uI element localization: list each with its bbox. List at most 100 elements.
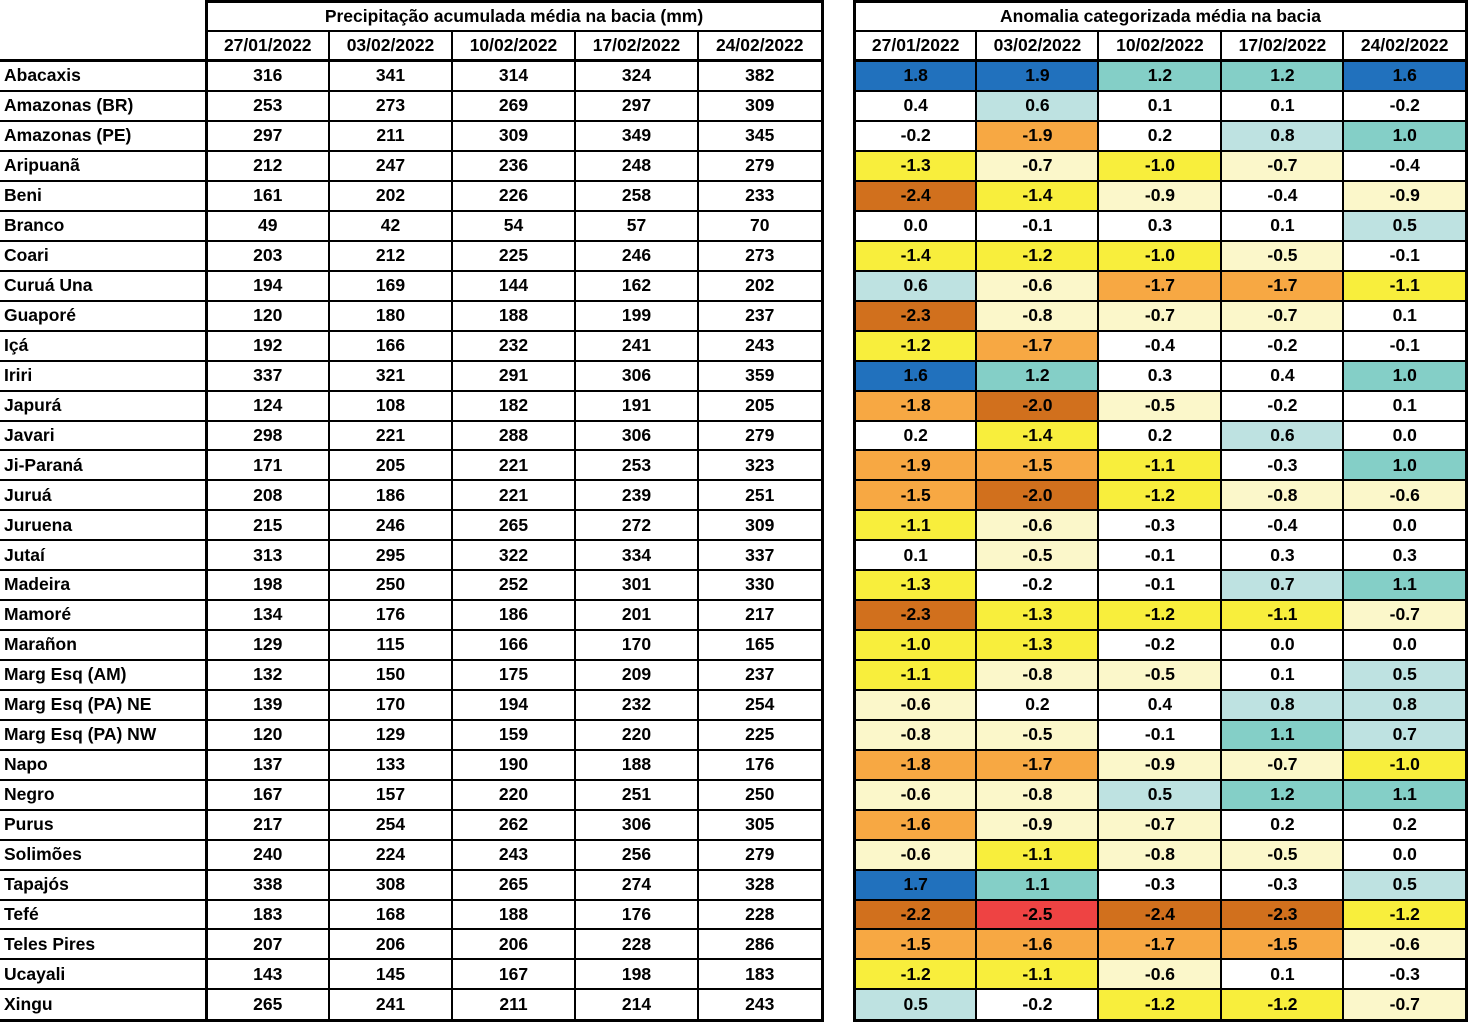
anomaly-row-curu-una: 0.6 -0.6 -1.7 -1.7 -1.1 — [852, 269, 1468, 302]
precip-value: 297 — [204, 120, 330, 153]
anomaly-value: -0.7 — [1220, 150, 1345, 183]
precip-value: 322 — [451, 539, 576, 572]
precip-value: 246 — [328, 509, 453, 542]
basin-label: Ucayali — [0, 958, 207, 991]
precip-value: 273 — [696, 239, 824, 272]
precip-value: 166 — [451, 629, 576, 662]
precip-value: 54 — [451, 209, 576, 242]
anomaly-value: -1.4 — [852, 239, 978, 272]
anomaly-value: 0.1 — [1220, 90, 1345, 123]
anomaly-value: 0.7 — [1342, 718, 1468, 751]
anomaly-value: -1.6 — [975, 928, 1100, 961]
basin-label: Curuá Una — [0, 269, 207, 302]
precipitation-table-title: Precipitação acumulada média na bacia (m… — [204, 0, 824, 32]
basin-label: Mamoré — [0, 599, 207, 632]
precip-value: 273 — [328, 90, 453, 123]
anomaly-value: -0.2 — [975, 569, 1100, 602]
precip-value: 265 — [451, 868, 576, 901]
anomaly-value: -1.6 — [852, 808, 978, 841]
precip-value: 328 — [696, 868, 824, 901]
anomaly-row-amazonas-pe-: -0.2 -1.9 0.2 0.8 1.0 — [852, 120, 1468, 153]
precip-value: 212 — [328, 239, 453, 272]
precip-value: 49 — [204, 209, 330, 242]
basin-label: Juruena — [0, 509, 207, 542]
anomaly-value: 0.5 — [1342, 868, 1468, 901]
precip-value: 124 — [204, 389, 330, 422]
precip-value: 240 — [204, 838, 330, 871]
anomaly-value: -0.9 — [975, 808, 1100, 841]
basin-label: Tefé — [0, 898, 207, 931]
precip-value: 279 — [696, 419, 824, 452]
precip-value: 262 — [451, 808, 576, 841]
anomaly-value: 1.2 — [1097, 59, 1223, 93]
anomaly-row-abacaxis: 1.8 1.9 1.2 1.2 1.6 — [852, 59, 1468, 93]
precip-value: 108 — [328, 389, 453, 422]
precip-value: 176 — [574, 898, 699, 931]
anomaly-value: 0.3 — [1220, 539, 1345, 572]
anomaly-value: 0.5 — [1342, 209, 1468, 242]
precip-value: 254 — [696, 688, 824, 721]
precip-value: 132 — [204, 659, 330, 691]
anomaly-row-tapaj-s: 1.7 1.1 -0.3 -0.3 0.5 — [852, 868, 1468, 901]
precip-row-aripuan-: Aripuanã 212 247 236 248 279 — [0, 150, 824, 183]
anomaly-value: -0.6 — [975, 269, 1100, 302]
precip-value: 190 — [451, 748, 576, 781]
anomaly-value: 1.0 — [1342, 449, 1468, 482]
precip-value: 236 — [451, 150, 576, 183]
anomaly-value: -0.4 — [1220, 509, 1345, 542]
basin-label: Iriri — [0, 359, 207, 392]
anomaly-row-coari: -1.4 -1.2 -1.0 -0.5 -0.1 — [852, 239, 1468, 272]
precip-value: 251 — [696, 479, 824, 512]
precip-value: 176 — [328, 599, 453, 632]
anomaly-value: 0.0 — [1342, 509, 1468, 542]
anomaly-value: 1.2 — [975, 359, 1100, 392]
anomaly-value: -0.2 — [1342, 90, 1468, 123]
precip-row-negro: Negro 167 157 220 251 250 — [0, 778, 824, 811]
anomaly-table: Anomalia categorizada média na bacia 27/… — [852, 0, 1468, 1022]
anomaly-value: 0.5 — [1342, 659, 1468, 691]
precip-value: 323 — [696, 449, 824, 482]
precip-value: 171 — [204, 449, 330, 482]
precip-value: 129 — [328, 718, 453, 751]
precip-value: 208 — [204, 479, 330, 512]
precip-value: 241 — [328, 988, 453, 1022]
anomaly-row-japur-: -1.8 -2.0 -0.5 -0.2 0.1 — [852, 389, 1468, 422]
precip-row-solim-es: Solimões 240 224 243 256 279 — [0, 838, 824, 871]
precip-value: 211 — [451, 988, 576, 1022]
anomaly-value: -0.5 — [975, 718, 1100, 751]
precip-value: 207 — [204, 928, 330, 961]
anomaly-value: 0.2 — [975, 688, 1100, 721]
anomaly-table-title: Anomalia categorizada média na bacia — [852, 0, 1468, 32]
precip-value: 170 — [574, 629, 699, 662]
anomaly-value: -1.4 — [975, 419, 1100, 452]
anomaly-value: -0.9 — [1342, 180, 1468, 212]
precip-value: 225 — [696, 718, 824, 751]
anomaly-value: -2.4 — [852, 180, 978, 212]
precip-row-marg-esq-pa-nw: Marg Esq (PA) NW 120 129 159 220 225 — [0, 718, 824, 751]
precip-value: 241 — [574, 329, 699, 362]
anomaly-row-juru-: -1.5 -2.0 -1.2 -0.8 -0.6 — [852, 479, 1468, 512]
precip-value: 188 — [574, 748, 699, 781]
basin-label: Marg Esq (PA) NW — [0, 718, 207, 751]
anomaly-value: 0.4 — [1220, 359, 1345, 392]
anomaly-value: -0.5 — [975, 539, 1100, 572]
anomaly-value: -0.5 — [1097, 659, 1223, 691]
precip-value: 186 — [328, 479, 453, 512]
precip-value: 206 — [328, 928, 453, 961]
anomaly-value: 1.9 — [975, 59, 1100, 93]
anomaly-value: -1.1 — [975, 838, 1100, 871]
anomaly-value: -0.7 — [1220, 748, 1345, 781]
precip-row-coari: Coari 203 212 225 246 273 — [0, 239, 824, 272]
precip-value: 183 — [204, 898, 330, 931]
anomaly-value: -2.4 — [1097, 898, 1223, 931]
basin-label: Juruá — [0, 479, 207, 512]
anomaly-value: -0.1 — [1097, 539, 1223, 572]
anomaly-row-ucayali: -1.2 -1.1 -0.6 0.1 -0.3 — [852, 958, 1468, 991]
anomaly-value: -2.0 — [975, 479, 1100, 512]
basin-label: Marañon — [0, 629, 207, 662]
anomaly-value: -1.8 — [852, 389, 978, 422]
precip-value: 139 — [204, 688, 330, 721]
precip-value: 188 — [451, 898, 576, 931]
anomaly-value: 0.6 — [852, 269, 978, 302]
anomaly-value: 0.5 — [852, 988, 978, 1022]
